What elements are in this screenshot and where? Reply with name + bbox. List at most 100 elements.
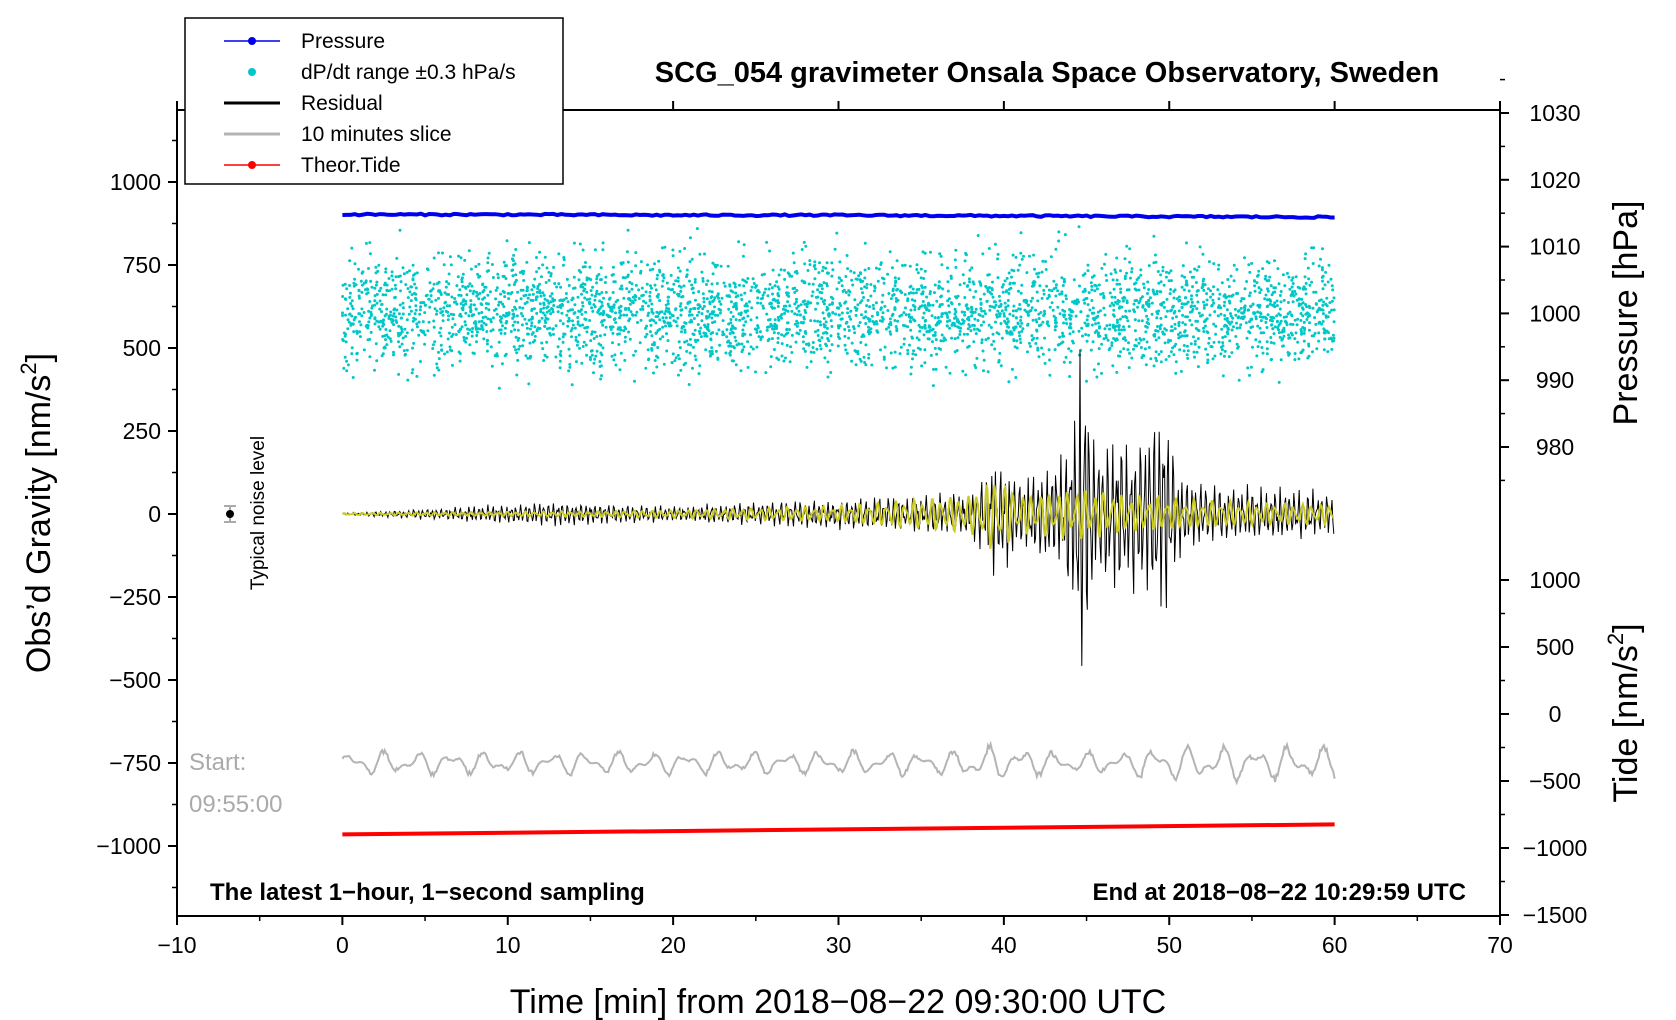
dpdt-point bbox=[820, 284, 824, 287]
dpdt-point bbox=[497, 386, 501, 390]
dpdt-point bbox=[514, 273, 518, 277]
dpdt-point bbox=[1003, 301, 1007, 305]
dpdt-point bbox=[572, 241, 576, 245]
dpdt-point bbox=[1027, 303, 1031, 307]
dpdt-point bbox=[1006, 299, 1010, 302]
dpdt-point bbox=[946, 280, 950, 284]
dpdt-point bbox=[867, 267, 871, 270]
dpdt-point bbox=[1171, 346, 1174, 350]
dpdt-point bbox=[1211, 292, 1215, 296]
dpdt-point bbox=[883, 345, 887, 349]
dpdt-point bbox=[1188, 318, 1192, 322]
dpdt-point bbox=[1257, 269, 1261, 273]
dpdt-point bbox=[634, 349, 638, 353]
dpdt-point bbox=[881, 293, 885, 297]
dpdt-point bbox=[1206, 287, 1210, 291]
dpdt-point bbox=[706, 325, 710, 329]
dpdt-point bbox=[862, 296, 865, 299]
dpdt-point bbox=[463, 258, 467, 262]
dpdt-point bbox=[1220, 348, 1224, 352]
dpdt-point bbox=[464, 302, 468, 306]
dpdt-point bbox=[1300, 332, 1303, 336]
dpdt-point bbox=[923, 285, 927, 289]
dpdt-point bbox=[402, 349, 406, 353]
dpdt-point bbox=[701, 292, 705, 296]
dpdt-point bbox=[544, 281, 548, 284]
dpdt-point bbox=[1097, 334, 1101, 338]
dpdt-point bbox=[1230, 328, 1234, 332]
dpdt-point bbox=[1219, 352, 1223, 356]
dpdt-point bbox=[1067, 347, 1071, 351]
dpdt-point bbox=[710, 316, 714, 320]
dpdt-point bbox=[776, 305, 780, 308]
dpdt-point bbox=[1040, 346, 1044, 350]
dpdt-point bbox=[1047, 324, 1051, 328]
dpdt-point bbox=[1162, 305, 1166, 309]
dpdt-point bbox=[1031, 296, 1034, 300]
dpdt-point bbox=[1216, 288, 1220, 292]
dpdt-point bbox=[888, 250, 892, 254]
dpdt-point bbox=[1294, 292, 1298, 296]
dpdt-point bbox=[734, 339, 738, 343]
dpdt-point bbox=[375, 301, 379, 305]
dpdt-point bbox=[1159, 273, 1163, 277]
dpdt-point bbox=[1129, 276, 1132, 280]
dpdt-point bbox=[461, 308, 465, 312]
noise-label: Typical noise level bbox=[248, 436, 269, 590]
dpdt-point bbox=[1288, 287, 1292, 291]
dpdt-point bbox=[710, 346, 714, 350]
dpdt-point bbox=[525, 326, 529, 330]
dpdt-point bbox=[982, 292, 986, 296]
dpdt-point bbox=[1195, 268, 1199, 272]
dpdt-point bbox=[1057, 239, 1061, 243]
dpdt-point bbox=[1012, 304, 1016, 308]
dpdt-point bbox=[672, 290, 676, 294]
dpdt-point bbox=[1112, 308, 1116, 312]
dpdt-point bbox=[1125, 271, 1129, 275]
dpdt-point bbox=[604, 275, 608, 279]
dpdt-point bbox=[434, 298, 438, 302]
dpdt-point bbox=[1042, 309, 1046, 313]
dpdt-point bbox=[970, 305, 973, 309]
dpdt-point bbox=[525, 260, 529, 264]
dpdt-point bbox=[1113, 328, 1117, 332]
slice-line bbox=[341, 740, 1336, 786]
dpdt-point bbox=[484, 285, 488, 289]
dpdt-point bbox=[703, 323, 706, 327]
dpdt-point bbox=[738, 318, 742, 322]
dpdt-point bbox=[570, 335, 573, 339]
dpdt-point bbox=[641, 307, 645, 311]
dpdt-point bbox=[637, 297, 641, 300]
dpdt-point bbox=[679, 289, 683, 293]
dpdt-point bbox=[1249, 304, 1253, 308]
dpdt-point bbox=[1296, 317, 1300, 321]
dpdt-point bbox=[869, 327, 873, 331]
dpdt-point bbox=[1036, 346, 1040, 350]
dpdt-point bbox=[996, 252, 1000, 256]
y-tick-label: −500 bbox=[109, 667, 161, 693]
dpdt-point bbox=[511, 274, 515, 278]
dpdt-point bbox=[872, 322, 876, 326]
dpdt-point bbox=[535, 329, 539, 333]
dpdt-point bbox=[1041, 259, 1045, 263]
dpdt-point bbox=[634, 295, 638, 299]
dpdt-point bbox=[1010, 367, 1014, 371]
dpdt-point bbox=[495, 312, 499, 316]
dpdt-point bbox=[1196, 365, 1200, 369]
dpdt-point bbox=[1016, 321, 1020, 325]
dpdt-point bbox=[1172, 353, 1176, 357]
dpdt-point bbox=[494, 307, 498, 311]
dpdt-point bbox=[1321, 303, 1325, 307]
dpdt-point bbox=[708, 350, 712, 353]
dpdt-point bbox=[909, 328, 913, 332]
dpdt-point bbox=[1087, 291, 1091, 295]
dpdt-point bbox=[1062, 321, 1066, 325]
dpdt-point bbox=[731, 331, 735, 335]
dpdt-point bbox=[630, 313, 634, 317]
dpdt-point bbox=[685, 339, 689, 343]
dpdt-point bbox=[374, 283, 378, 287]
dpdt-point bbox=[1321, 274, 1325, 278]
dpdt-point bbox=[831, 311, 835, 314]
dpdt-point bbox=[1210, 304, 1214, 308]
dpdt-point bbox=[598, 334, 602, 338]
